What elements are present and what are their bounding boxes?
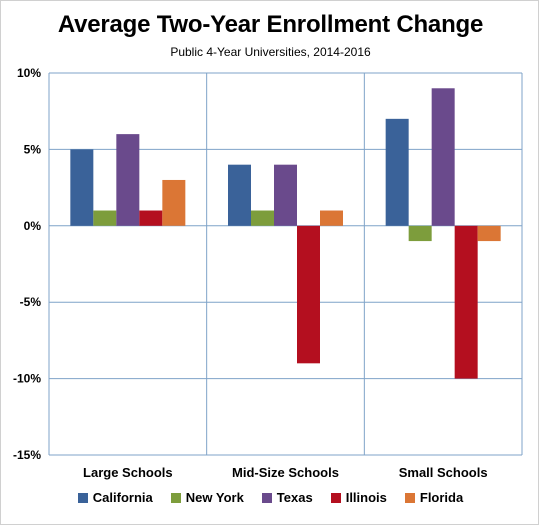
legend-swatch: [404, 492, 415, 503]
y-tick-label: -15%: [13, 448, 41, 462]
legend-label: California: [92, 490, 153, 505]
bar-florida-2: [477, 225, 501, 242]
bar-new-york-0: [93, 210, 117, 226]
x-tick-label: Mid-Size Schools: [232, 465, 339, 480]
bar-california-2: [385, 118, 409, 226]
x-tick-label: Small Schools: [399, 465, 488, 480]
legend-label: Florida: [419, 490, 464, 505]
legend-item: Illinois: [330, 490, 387, 505]
bar-illinois-1: [297, 225, 320, 364]
bar-florida-0: [162, 179, 186, 226]
y-tick-label: 10%: [17, 66, 41, 80]
legend-item: Texas: [261, 490, 313, 505]
legend-label: New York: [185, 490, 244, 505]
legend-item: New York: [170, 490, 244, 505]
y-tick-label: 0%: [24, 219, 42, 233]
bar-california-1: [228, 164, 251, 226]
x-tick-label: Large Schools: [83, 465, 173, 480]
bar-illinois-2: [454, 225, 478, 379]
chart-title: Average Two-Year Enrollment Change: [57, 11, 484, 38]
chart-legend: California New York Texas Illinois Florida: [1, 490, 539, 505]
bar-california-0: [70, 149, 94, 226]
bar-texas-1: [274, 164, 297, 226]
legend-item: California: [77, 490, 153, 505]
y-tick-label: -10%: [13, 372, 41, 386]
bar-texas-2: [431, 88, 455, 226]
legend-swatch: [170, 492, 181, 503]
legend-swatch: [77, 492, 88, 503]
legend-swatch: [330, 492, 341, 503]
bar-illinois-0: [139, 210, 163, 226]
bar-texas-0: [116, 134, 140, 226]
legend-swatch: [261, 492, 272, 503]
bar-florida-1: [320, 210, 343, 226]
y-tick-label: 5%: [24, 142, 42, 156]
y-tick-label: -5%: [20, 295, 42, 309]
bar-new-york-1: [251, 210, 274, 226]
chart-subtitle: Public 4-Year Universities, 2014-2016: [170, 45, 371, 59]
legend-label: Texas: [276, 490, 313, 505]
legend-item: Florida: [404, 490, 464, 505]
bar-new-york-2: [408, 225, 432, 242]
legend-label: Illinois: [345, 490, 387, 505]
